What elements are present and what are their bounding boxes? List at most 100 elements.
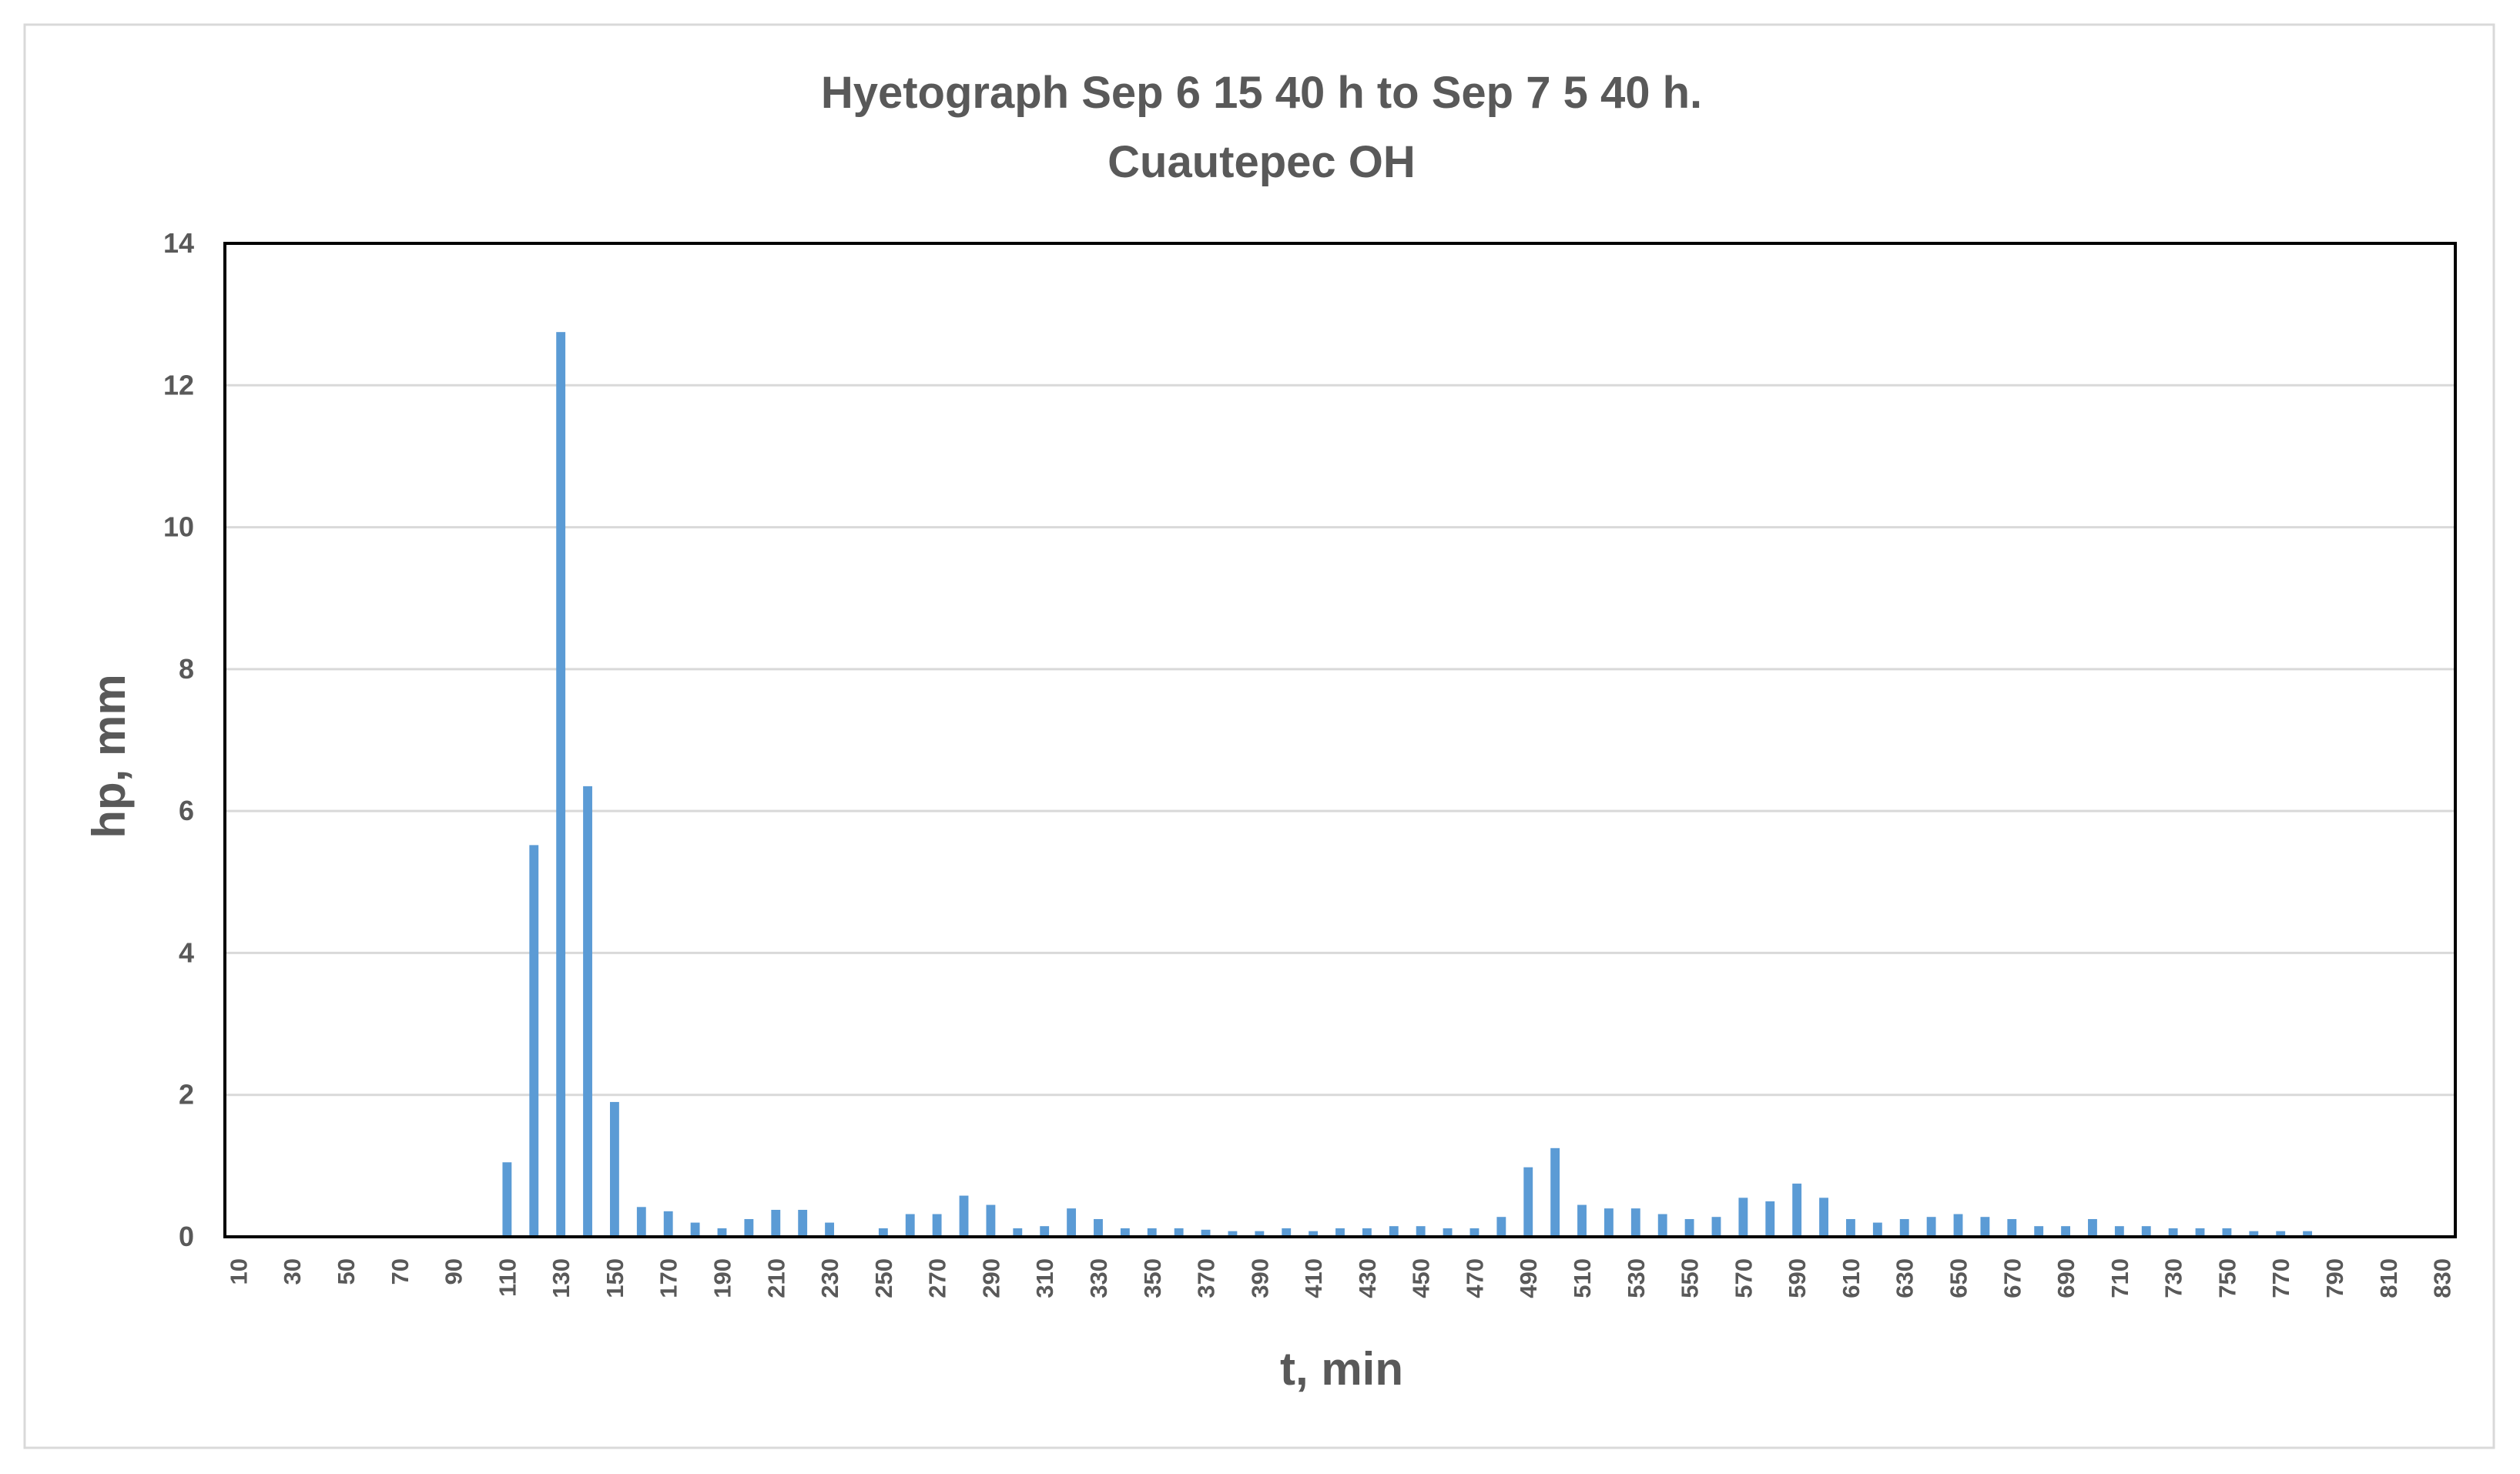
chart-title: Hyetograph Sep 6 15 40 h to Sep 7 5 40 h… [821,68,1702,118]
bar [1684,1218,1694,1237]
bar [2034,1226,2044,1237]
x-tick-label: 350 [1139,1258,1166,1298]
x-tick-label: 310 [1031,1258,1058,1298]
bar [1094,1218,1103,1237]
y-tick-label: 8 [179,653,194,685]
bar [1174,1228,1184,1237]
x-tick-label: 610 [1838,1258,1865,1298]
bar [1953,1214,1963,1237]
bar [771,1209,781,1237]
bar [905,1214,915,1237]
x-tick-label: 50 [333,1258,360,1285]
x-tick-label: 150 [602,1258,628,1298]
bar [2061,1226,2071,1237]
x-tick-label: 450 [1408,1258,1435,1298]
x-tick-label: 470 [1461,1258,1488,1298]
y-tick-label: 12 [163,369,194,400]
bar [798,1209,808,1237]
bar [2114,1226,2124,1237]
bar [2141,1226,2151,1237]
bar [1980,1217,1990,1237]
bar [1765,1201,1775,1237]
x-axis-title: t, min [1280,1343,1403,1395]
chart-subtitle: Cuautepec OH [1108,137,1416,187]
x-tick-label: 550 [1677,1258,1704,1298]
bar [1255,1231,1265,1237]
bar [636,1207,646,1237]
x-tick-label: 70 [387,1258,414,1285]
bar [1335,1228,1345,1237]
gridlines [225,384,2455,1097]
bar [932,1214,942,1237]
bar [1443,1228,1453,1237]
x-tick-label: 110 [494,1258,521,1297]
bar [609,1101,619,1237]
x-tick-label: 630 [1892,1258,1918,1298]
x-tick-label: 730 [2160,1258,2187,1298]
x-tick-label: 790 [2321,1258,2348,1298]
bar [2276,1231,2286,1237]
y-tick-labels: 0 2 4 6 8 10 12 14 [163,227,194,1252]
bar [1228,1231,1238,1237]
bar [1309,1231,1319,1237]
bar [986,1204,996,1237]
chart-frame [23,23,2495,1449]
x-tick-label: 330 [1085,1258,1112,1298]
bar [1469,1228,1479,1237]
bar [1657,1214,1667,1237]
bar [2222,1228,2232,1237]
bar [2088,1218,2097,1237]
y-axis-title: hp, mm [83,674,135,838]
bar [1792,1183,1802,1237]
bar [1040,1226,1050,1237]
bar [556,332,566,1237]
bar [744,1218,754,1237]
x-tick-label: 710 [2106,1258,2133,1298]
bar [1577,1204,1587,1237]
bar [1496,1217,1506,1237]
bar [1416,1226,1426,1237]
x-tick-label: 270 [924,1258,951,1298]
y-tick-label: 6 [179,795,194,826]
bar [2303,1231,2313,1237]
bar-series [502,332,2313,1237]
bar [878,1228,888,1237]
x-tick-label: 30 [279,1258,306,1285]
bar [1550,1147,1560,1237]
y-tick-label: 0 [179,1221,194,1252]
x-tick-label: 130 [548,1258,575,1298]
bar [2168,1228,2178,1237]
x-tick-label: 230 [816,1258,843,1298]
x-tick-label: 750 [2213,1258,2240,1298]
bar [1523,1167,1533,1237]
x-tick-label: 410 [1300,1258,1327,1298]
bar [959,1195,969,1237]
bar [1872,1222,1882,1237]
x-tick-label: 590 [1784,1258,1811,1298]
y-tick-label: 14 [163,227,194,259]
x-tick-label: 430 [1354,1258,1381,1298]
bar [1711,1217,1721,1237]
x-tick-label: 830 [2429,1258,2456,1298]
x-tick-label: 250 [870,1258,897,1298]
x-tick-labels: 10 30 50 70 90 110 130 150 170 190 210 230 250 270 290… [225,1258,2455,1298]
bar [2007,1218,2017,1237]
bar [2249,1231,2259,1237]
x-tick-label: 170 [655,1258,682,1298]
x-tick-label: 10 [225,1258,252,1285]
bar [1201,1229,1211,1237]
bar [583,786,592,1237]
bar [663,1211,673,1237]
bar [1067,1208,1077,1237]
x-tick-label: 370 [1193,1258,1220,1298]
x-tick-label: 210 [762,1258,789,1298]
bar [502,1162,512,1237]
bar [1846,1218,1855,1237]
bar [717,1228,727,1237]
y-tick-label: 10 [163,511,194,543]
bar [1120,1228,1130,1237]
bar [1282,1228,1292,1237]
bar [1630,1208,1640,1237]
bar [1362,1228,1372,1237]
bar [1738,1198,1748,1237]
